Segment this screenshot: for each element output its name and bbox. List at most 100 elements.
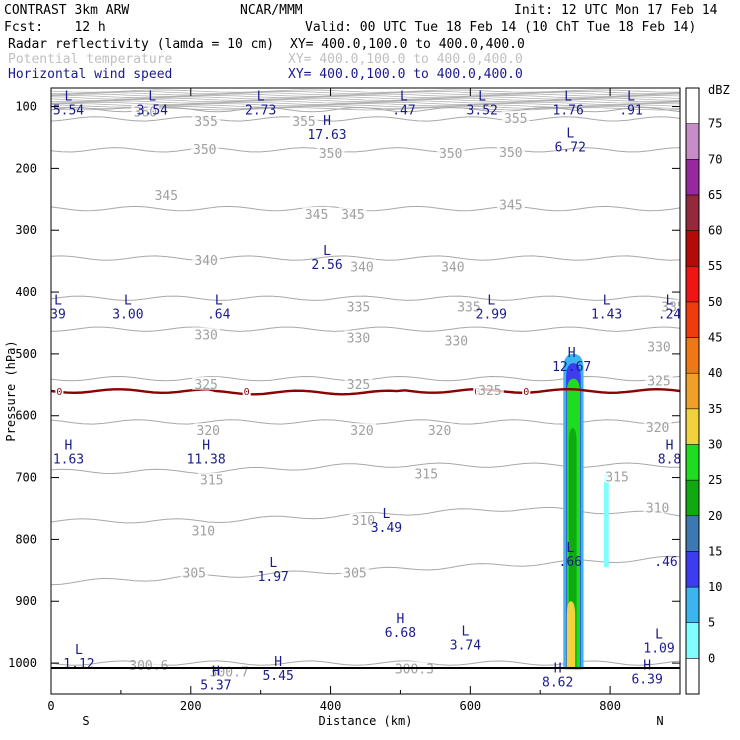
field-reflectivity-name: Radar reflectivity (lamda = 10 cm) [8,37,274,52]
theta-label: 330 [647,341,670,356]
wind-extremum-value: 1.09 [643,641,674,656]
header-org: NCAR/MMM [240,3,303,18]
theta-label-bg [496,197,525,211]
theta-label-bg [316,146,345,160]
wind-extremum-type: L [487,293,495,308]
colorbar-level-label: 50 [708,295,722,309]
freezing-label-bg [242,386,251,396]
plot-frame [50,87,681,695]
x-tick-label: 200 [180,699,202,713]
header-forecast-hour: Fcst: 12 h [4,20,106,35]
freezing-level-label: 0 [56,387,62,398]
colorbar-level-label: 45 [708,331,722,345]
colorbar-level-label: 15 [708,544,722,558]
wind-extremum-value: 1.97 [258,570,289,585]
theta-label: 335 [457,301,480,316]
wind-extremum-value: 2.56 [311,258,342,273]
theta-label-bg [289,114,318,128]
theta-label-bg [412,466,441,480]
field-theta-name: Potential temperature [8,52,173,67]
colorbar: 0 5 10 15 20 25 30 35 40 45 50 55 60 65 70 75 dBZ [685,83,730,695]
header-init-time: Init: 12 UTC Mon 17 Feb 14 [514,3,718,18]
colorbar-swatch [685,265,700,303]
theta-label-bg [645,373,674,387]
field-wind-xy: XY= 400.0,100.0 to 400.0,400.0 [288,67,523,82]
colorbar-swatch [685,479,700,517]
wind-extremum-type: H [202,439,210,454]
theta-label: 315 [605,471,628,486]
axes: 100 200 300 400 500 600 700 800 900 1000 0 200 400 60… [4,87,681,728]
wind-extremum-type: H [212,664,220,679]
theta-label: 320 [197,424,220,439]
theta-label-bg [643,500,672,514]
theta-label-bg [194,423,223,437]
wind-extremum-type: L [383,507,391,522]
colorbar-swatch [685,622,700,659]
wind-extremum-type: L [564,89,572,104]
theta-strat-line [51,89,680,93]
freezing-label-bg [55,386,64,396]
x-tick-label: 400 [320,699,342,713]
theta-label: 355 [194,115,217,130]
colorbar-swatch [685,87,700,124]
theta-label: 340 [194,254,217,269]
colorbar-swatch [685,230,700,267]
theta-label-bg [338,206,367,220]
colorbar-level-label: 65 [708,188,722,202]
theta-label: 310 [352,514,375,529]
wind-extremum-value: .46 [654,555,677,570]
wind-extremum-type: L [257,89,265,104]
colorbar-swatch [685,586,700,623]
theta-label: 340 [441,260,464,275]
freezing-label-bg [522,386,531,396]
theta-label: 305 [183,566,206,581]
wind-extremum-type: L [666,293,674,308]
x-tick-label: 600 [459,699,481,713]
theta-label: 345 [305,208,328,223]
wind-extremum-type: H [568,346,576,361]
theta-label-bg [192,327,221,341]
colorbar-swatch [685,515,700,552]
theta-label-bg [344,299,373,313]
field-reflectivity-xy: XY= 400.0,100.0 to 400.0,400.0 [290,37,525,52]
theta-label-bg [425,423,454,437]
x-end-label-north: N [656,714,663,728]
theta-strat-line [51,99,680,103]
colorbar-level-label: 70 [708,152,722,166]
theta-label: 350 [439,147,462,162]
theta-label-bg [344,330,373,344]
wind-extremum-value: .91 [619,103,642,118]
wind-extremum-type: L [215,293,223,308]
theta-label-bg [180,565,209,579]
theta-label-bg [192,376,221,390]
theta-label: 355 [292,115,315,130]
theta-strat-line [51,90,680,95]
wind-extremum-value: 5.37 [200,678,231,693]
theta-label-bg [197,472,226,486]
theta-label-bg [659,299,680,313]
theta-label: 300.6 [129,659,168,674]
theta-label: 330 [445,335,468,350]
wind-extremum-type: L [478,89,486,104]
theta-label: 325 [347,378,370,393]
wind-extremum-type: L [148,89,156,104]
wind-extremum-type: L [323,244,331,259]
wind-extremum-type: H [397,612,405,627]
wind-extremum-type: L [124,293,132,308]
freezing-level-label: 0 [244,387,250,398]
wind-extremum-value: 5.45 [262,669,293,684]
wind-extremum-type: L [462,624,470,639]
y-axis-label: Pressure (hPa) [4,340,18,441]
colorbar-swatch [685,372,700,410]
theta-contour-335 [51,295,680,301]
colorbar-swatch [685,408,700,445]
y-tick-label: 200 [15,161,37,175]
y-tick-label: 1000 [8,656,37,670]
colorbar-level-label: 55 [708,259,722,273]
x-tick-label: 0 [47,699,54,713]
theta-label: 355 [504,112,527,127]
wind-extremum-value: 3.74 [450,638,481,653]
theta-label: 325 [194,378,217,393]
x-axis-label: Distance (km) [319,714,413,728]
theta-label: 360 [134,106,157,121]
